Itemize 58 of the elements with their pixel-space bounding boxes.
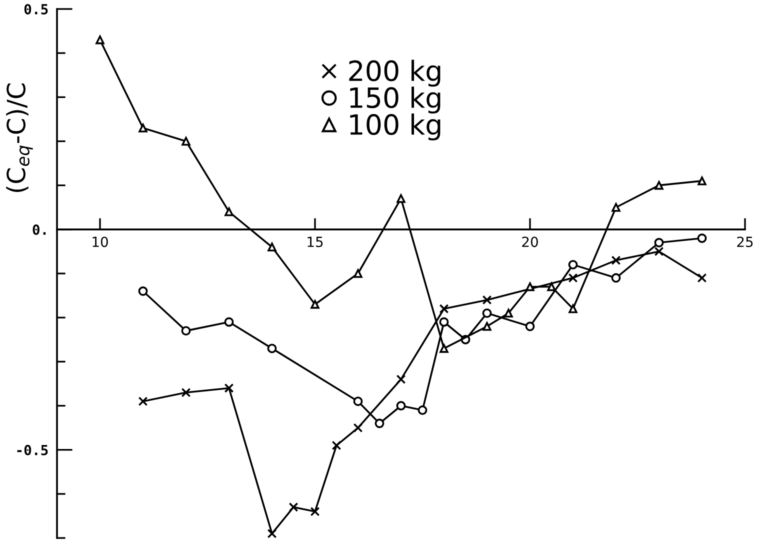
point [332, 440, 342, 450]
point [697, 273, 707, 283]
point [440, 344, 448, 353]
point [526, 282, 534, 292]
point [288, 502, 298, 512]
y-tick-label: -0.5 [17, 444, 48, 456]
point [482, 295, 492, 305]
point [224, 317, 234, 327]
point [138, 286, 148, 296]
y-tick-label: 0.5 [24, 4, 48, 14]
point [138, 396, 148, 406]
point [182, 136, 190, 146]
legend-label: 200 kg [349, 60, 440, 87]
point [138, 124, 148, 132]
point [267, 344, 277, 354]
x-tick-label: 20 [522, 236, 538, 248]
x-tick-label: 25 [737, 236, 753, 248]
point [504, 308, 513, 318]
point [374, 418, 384, 428]
point [439, 304, 449, 314]
point [268, 242, 276, 252]
point [612, 203, 620, 212]
point [181, 326, 191, 336]
point [224, 207, 234, 216]
point [353, 396, 363, 406]
point [396, 194, 406, 203]
point [697, 234, 707, 243]
point [310, 506, 320, 516]
point [418, 405, 428, 415]
point [482, 322, 492, 331]
y-tick-label: 0. [32, 224, 46, 235]
legend-label: 150 kg [350, 86, 440, 114]
point [396, 374, 406, 384]
point [396, 401, 406, 410]
point [698, 176, 706, 186]
point [353, 423, 363, 433]
legend-label: 100 kg [350, 114, 440, 140]
point [654, 180, 664, 190]
point [439, 317, 449, 327]
point [568, 260, 578, 270]
y-axis-title: (C$_{eq}$-C)/C [6, 83, 33, 192]
point [568, 273, 578, 283]
x-tick-label: 10 [92, 236, 108, 248]
point [547, 282, 556, 292]
point [96, 35, 104, 44]
point [181, 388, 191, 398]
point [224, 383, 234, 393]
point [568, 304, 578, 314]
point [654, 238, 664, 248]
point [611, 256, 621, 265]
x-tick-label: 15 [308, 236, 323, 248]
point [525, 322, 535, 332]
point [310, 300, 320, 309]
point [354, 269, 362, 278]
point [611, 273, 621, 283]
point [482, 308, 492, 318]
point [654, 246, 664, 256]
point [267, 528, 277, 538]
